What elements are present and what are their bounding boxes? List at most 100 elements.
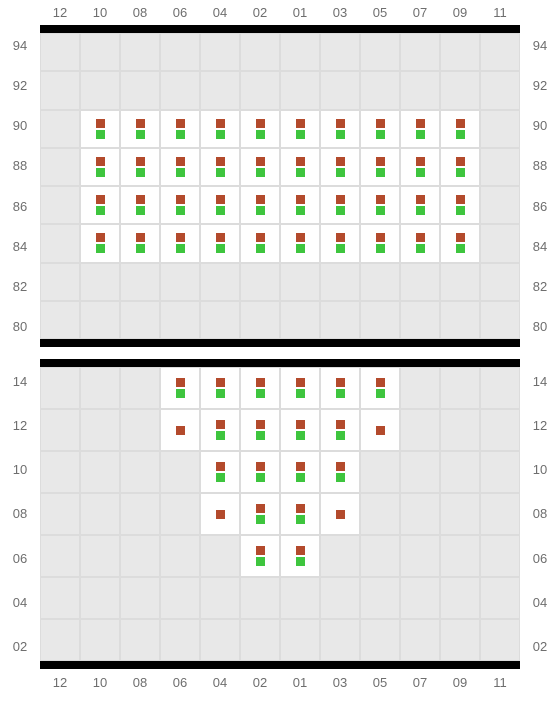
slot-filled[interactable] [320, 186, 360, 224]
indicator-top [256, 378, 265, 387]
slot-filled[interactable] [80, 110, 120, 148]
slot-filled[interactable] [360, 224, 400, 262]
slot-empty [400, 451, 440, 493]
slot-filled[interactable] [440, 224, 480, 262]
slot-empty [160, 301, 200, 339]
row-label: 90 [520, 106, 560, 146]
slot-filled[interactable] [240, 409, 280, 451]
slot-filled[interactable] [240, 224, 280, 262]
row-label: 08 [0, 492, 40, 536]
indicator-top [256, 420, 265, 429]
slot-filled[interactable] [440, 110, 480, 148]
indicator-top [296, 546, 305, 555]
indicator-top [176, 157, 185, 166]
slot-empty [80, 577, 120, 619]
slot-filled[interactable] [320, 409, 360, 451]
slot-filled[interactable] [320, 224, 360, 262]
indicator-bottom [176, 389, 185, 398]
slot-empty [320, 619, 360, 661]
slot-empty [80, 33, 120, 71]
slot-empty [360, 301, 400, 339]
slot-filled[interactable] [440, 186, 480, 224]
slot-filled[interactable] [360, 148, 400, 186]
slot-empty [240, 577, 280, 619]
indicator-bottom [376, 389, 385, 398]
slot-filled[interactable] [160, 110, 200, 148]
slot-filled[interactable] [80, 186, 120, 224]
slot-filled[interactable] [80, 224, 120, 262]
slot-filled[interactable] [280, 367, 320, 409]
slot-filled[interactable] [160, 224, 200, 262]
indicator-bottom [296, 168, 305, 177]
slot-filled[interactable] [320, 493, 360, 535]
slot-filled[interactable] [160, 186, 200, 224]
slot-filled[interactable] [320, 110, 360, 148]
slot-filled[interactable] [320, 148, 360, 186]
slot-filled[interactable] [360, 110, 400, 148]
slot-empty [160, 451, 200, 493]
slot-filled[interactable] [160, 148, 200, 186]
slot-filled[interactable] [200, 110, 240, 148]
slot-filled[interactable] [240, 148, 280, 186]
slot-filled[interactable] [120, 224, 160, 262]
slot-filled[interactable] [360, 367, 400, 409]
slot-filled[interactable] [280, 186, 320, 224]
slot-empty [120, 409, 160, 451]
slot-filled[interactable] [400, 148, 440, 186]
slot-filled[interactable] [200, 224, 240, 262]
slot-filled[interactable] [400, 224, 440, 262]
slot-filled[interactable] [240, 110, 280, 148]
slot-filled[interactable] [160, 409, 200, 451]
indicator-top [216, 510, 225, 519]
slot-filled[interactable] [200, 451, 240, 493]
col-header-top: 121008060402010305070911 [0, 0, 560, 25]
slot-filled[interactable] [120, 110, 160, 148]
slot-filled[interactable] [320, 367, 360, 409]
slot-filled[interactable] [200, 186, 240, 224]
indicator-top [96, 119, 105, 128]
slot-filled[interactable] [320, 451, 360, 493]
slot-empty [280, 577, 320, 619]
row-label: 94 [520, 25, 560, 65]
slot-filled[interactable] [200, 148, 240, 186]
indicator-bottom [216, 168, 225, 177]
slot-filled[interactable] [240, 535, 280, 577]
slot-filled[interactable] [280, 110, 320, 148]
slot-empty [440, 577, 480, 619]
slot-filled[interactable] [200, 493, 240, 535]
slot-filled[interactable] [240, 367, 280, 409]
slot-empty [440, 71, 480, 109]
indicator-top [336, 233, 345, 242]
slot-empty [440, 263, 480, 301]
slot-filled[interactable] [400, 110, 440, 148]
slot-filled[interactable] [280, 451, 320, 493]
slot-filled[interactable] [280, 535, 320, 577]
slot-filled[interactable] [440, 148, 480, 186]
slot-empty [400, 577, 440, 619]
slot-filled[interactable] [280, 224, 320, 262]
slot-filled[interactable] [200, 367, 240, 409]
slot-filled[interactable] [240, 451, 280, 493]
col-label: 02 [240, 675, 280, 690]
slot-filled[interactable] [400, 186, 440, 224]
slot-filled[interactable] [360, 186, 400, 224]
slot-filled[interactable] [240, 186, 280, 224]
indicator-top [136, 119, 145, 128]
slot-filled[interactable] [120, 186, 160, 224]
slot-filled[interactable] [280, 409, 320, 451]
rack-diagram: 121008060402010305070911 949290888684828… [0, 0, 560, 720]
slot-filled[interactable] [280, 493, 320, 535]
row-labels-right-lower: 14121008060402 [520, 359, 560, 669]
indicator-top [256, 546, 265, 555]
indicator-top [336, 420, 345, 429]
slot-empty [320, 535, 360, 577]
slot-empty [40, 301, 80, 339]
slot-filled[interactable] [280, 148, 320, 186]
slot-filled[interactable] [160, 367, 200, 409]
slot-filled[interactable] [240, 493, 280, 535]
slot-filled[interactable] [120, 148, 160, 186]
slot-filled[interactable] [200, 409, 240, 451]
slot-filled[interactable] [80, 148, 120, 186]
col-label: 11 [480, 5, 520, 20]
slot-filled[interactable] [360, 409, 400, 451]
